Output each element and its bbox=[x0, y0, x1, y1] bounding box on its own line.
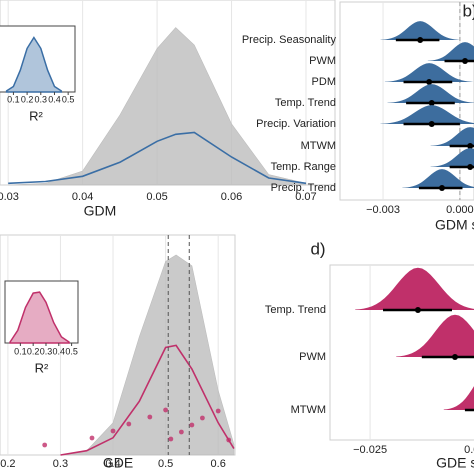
density-shape bbox=[396, 314, 474, 357]
x-tick-label: 0.3 bbox=[53, 458, 68, 470]
point-estimate bbox=[426, 79, 433, 85]
x-tick-label: 0.000 bbox=[446, 204, 474, 216]
y-tick-label: MTWM bbox=[291, 404, 326, 416]
density-shape bbox=[402, 169, 474, 188]
data-point bbox=[178, 429, 184, 435]
density-shape bbox=[384, 63, 474, 82]
x-tick-label: −0.003 bbox=[366, 204, 400, 216]
x-tick-label: 0.4 bbox=[105, 458, 120, 470]
x-tick-label: 0.07 bbox=[295, 191, 316, 203]
x-tick-label: −0.025 bbox=[353, 444, 387, 456]
inset-tick-label: 0.4 bbox=[48, 94, 61, 104]
density-shape bbox=[355, 267, 474, 310]
density-shape bbox=[430, 127, 474, 146]
inset-tick-label: 0.1 bbox=[7, 94, 20, 104]
density-curve bbox=[8, 27, 307, 186]
density-curve bbox=[8, 131, 307, 185]
data-point bbox=[168, 436, 174, 442]
inset-tick-label: 0.3 bbox=[35, 94, 48, 104]
data-point bbox=[226, 437, 232, 443]
plot-frame bbox=[329, 264, 474, 441]
point-estimate bbox=[467, 143, 474, 149]
data-point bbox=[110, 428, 116, 434]
y-tick-label: MTWM bbox=[301, 140, 336, 152]
data-point bbox=[42, 442, 48, 448]
inset-axis-title: R² bbox=[29, 108, 43, 123]
inset-tick-label: 0.4 bbox=[53, 346, 66, 356]
y-tick-label: Temp. Trend bbox=[275, 97, 336, 109]
point-estimate bbox=[452, 354, 458, 360]
y-tick-label: PDM bbox=[312, 76, 336, 88]
x-tick-label: 0.05 bbox=[146, 191, 167, 203]
point-estimate bbox=[462, 58, 469, 64]
density-shape bbox=[443, 386, 474, 410]
x-axis-title: GDM bbox=[84, 203, 117, 219]
data-point bbox=[200, 415, 205, 421]
inset-tick-label: 0.3 bbox=[40, 346, 53, 356]
inset-tick-label: 0.2 bbox=[27, 346, 40, 356]
inset-tick-label: 0.5 bbox=[65, 346, 78, 356]
x-tick-label: 0.5 bbox=[158, 458, 173, 470]
y-tick-label: Precip. Seasonality bbox=[242, 34, 337, 46]
point-estimate bbox=[414, 307, 421, 313]
inset-density bbox=[5, 36, 63, 93]
density-shape bbox=[380, 21, 460, 40]
point-estimate bbox=[428, 121, 435, 127]
density-curve bbox=[60, 344, 235, 456]
y-tick-label: Precip. Trend bbox=[271, 182, 336, 194]
point-estimate bbox=[467, 164, 474, 170]
panel-label: b) bbox=[462, 1, 474, 20]
point-estimate bbox=[417, 37, 424, 43]
x-tick-label: 0.04 bbox=[72, 191, 93, 203]
density-shape bbox=[430, 148, 474, 167]
data-point bbox=[126, 421, 132, 427]
inset-tick-label: 0.2 bbox=[21, 94, 34, 104]
density-shape bbox=[427, 42, 474, 61]
y-tick-label: PWM bbox=[299, 351, 326, 363]
y-tick-label: PWM bbox=[309, 55, 336, 67]
data-point bbox=[163, 407, 169, 413]
y-tick-label: Temp. Trend bbox=[265, 304, 326, 316]
x-axis-title: GDE slope bbox=[436, 455, 474, 471]
x-axis-title: GDM slope bbox=[435, 217, 474, 233]
x-tick-label: 0.2 bbox=[0, 458, 15, 470]
inset-tick-label: 0.1 bbox=[14, 346, 27, 356]
density-shape bbox=[387, 84, 474, 103]
density-curve bbox=[60, 254, 235, 456]
inset-frame bbox=[4, 280, 79, 344]
y-tick-label: Precip. Variation bbox=[256, 118, 336, 130]
inset-tick-label: 0.5 bbox=[62, 94, 75, 104]
x-tick-label: 0.6 bbox=[211, 458, 226, 470]
y-tick-label: Temp. Range bbox=[271, 161, 336, 173]
panel-label: d) bbox=[310, 239, 325, 258]
data-point bbox=[89, 435, 95, 441]
data-point bbox=[147, 414, 153, 420]
density-shape bbox=[380, 105, 474, 124]
plot-frame bbox=[339, 1, 474, 201]
data-point bbox=[215, 408, 221, 414]
point-estimate bbox=[438, 185, 445, 191]
x-tick-label: 0.06 bbox=[221, 191, 242, 203]
x-tick-label: 0.03 bbox=[0, 191, 19, 203]
data-point bbox=[189, 422, 195, 428]
x-tick-label: 0.000 bbox=[464, 444, 474, 456]
x-axis-title: GDE bbox=[103, 455, 133, 471]
inset-axis-title: R² bbox=[35, 360, 49, 375]
point-estimate bbox=[428, 100, 435, 106]
